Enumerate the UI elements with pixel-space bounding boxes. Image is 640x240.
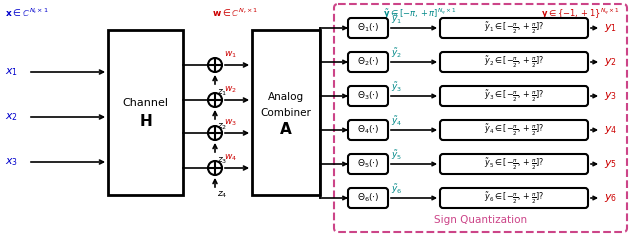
Text: $\tilde{y}_6$: $\tilde{y}_6$	[391, 182, 403, 196]
Text: $z_4$: $z_4$	[217, 190, 227, 200]
FancyBboxPatch shape	[440, 154, 588, 174]
Text: $y_5$: $y_5$	[604, 158, 617, 170]
FancyBboxPatch shape	[440, 18, 588, 38]
Bar	[252, 30, 320, 195]
Text: $\tilde{y}_5 \in [-\frac{\pi}{2},+\frac{\pi}{2}]?$: $\tilde{y}_5 \in [-\frac{\pi}{2},+\frac{…	[484, 156, 544, 172]
Text: $y_1$: $y_1$	[604, 22, 617, 34]
FancyBboxPatch shape	[440, 86, 588, 106]
FancyBboxPatch shape	[348, 52, 388, 72]
Text: $w_2$: $w_2$	[224, 84, 237, 95]
Text: $w_3$: $w_3$	[224, 118, 237, 128]
Text: $\mathbf{A}$: $\mathbf{A}$	[279, 120, 293, 137]
Text: $x_1$: $x_1$	[5, 66, 18, 78]
Text: Analog: Analog	[268, 91, 304, 102]
FancyBboxPatch shape	[348, 188, 388, 208]
Text: $\tilde{\mathbf{y}} \in [-\pi, +\pi]^{N_q \times 1}$: $\tilde{\mathbf{y}} \in [-\pi, +\pi]^{N_…	[383, 7, 457, 21]
Text: $\Theta_6(\cdot)$: $\Theta_6(\cdot)$	[356, 192, 380, 204]
Text: $\mathbf{H}$: $\mathbf{H}$	[139, 114, 152, 130]
Text: $x_2$: $x_2$	[5, 111, 18, 123]
Text: $\mathbf{y} \in \{-1,+1\}^{N_q \times 1}$: $\mathbf{y} \in \{-1,+1\}^{N_q \times 1}…	[541, 7, 620, 21]
Text: $\tilde{y}_1 \in [-\frac{\pi}{2},+\frac{\pi}{2}]?$: $\tilde{y}_1 \in [-\frac{\pi}{2},+\frac{…	[484, 20, 544, 36]
Circle shape	[208, 161, 222, 175]
Text: $\tilde{y}_4$: $\tilde{y}_4$	[391, 114, 403, 128]
Text: $y_4$: $y_4$	[604, 124, 618, 136]
Text: $\Theta_3(\cdot)$: $\Theta_3(\cdot)$	[356, 90, 380, 102]
FancyBboxPatch shape	[348, 18, 388, 38]
Bar	[108, 30, 183, 195]
FancyBboxPatch shape	[348, 86, 388, 106]
Text: $\tilde{y}_2$: $\tilde{y}_2$	[391, 46, 402, 60]
Text: Combiner: Combiner	[260, 108, 312, 118]
FancyBboxPatch shape	[440, 52, 588, 72]
Text: $z_1$: $z_1$	[217, 87, 227, 97]
Circle shape	[208, 93, 222, 107]
Text: $z_3$: $z_3$	[217, 155, 227, 166]
Text: Sign Quantization: Sign Quantization	[434, 215, 527, 225]
Text: $y_3$: $y_3$	[604, 90, 617, 102]
Text: $\mathbf{w} \in \mathbb{C}^{N_r \times 1}$: $\mathbf{w} \in \mathbb{C}^{N_r \times 1…	[212, 7, 258, 19]
Text: $z_2$: $z_2$	[217, 122, 227, 132]
Text: $\tilde{y}_5$: $\tilde{y}_5$	[391, 148, 402, 162]
Text: $\tilde{y}_3 \in [-\frac{\pi}{2},+\frac{\pi}{2}]?$: $\tilde{y}_3 \in [-\frac{\pi}{2},+\frac{…	[484, 88, 544, 104]
FancyBboxPatch shape	[348, 154, 388, 174]
Text: $\tilde{y}_4 \in [-\frac{\pi}{2},+\frac{\pi}{2}]?$: $\tilde{y}_4 \in [-\frac{\pi}{2},+\frac{…	[484, 122, 544, 138]
Text: $\Theta_2(\cdot)$: $\Theta_2(\cdot)$	[356, 56, 380, 68]
Text: $\Theta_1(\cdot)$: $\Theta_1(\cdot)$	[356, 22, 380, 34]
FancyBboxPatch shape	[348, 120, 388, 140]
Text: Channel: Channel	[122, 98, 168, 108]
Circle shape	[208, 126, 222, 140]
Text: $w_4$: $w_4$	[224, 152, 237, 163]
FancyBboxPatch shape	[440, 120, 588, 140]
Text: $\Theta_5(\cdot)$: $\Theta_5(\cdot)$	[356, 158, 380, 170]
Circle shape	[208, 58, 222, 72]
Text: $w_1$: $w_1$	[224, 49, 237, 60]
Text: $\mathbf{x} \in \mathbb{C}^{N_t \times 1}$: $\mathbf{x} \in \mathbb{C}^{N_t \times 1…	[5, 7, 49, 19]
Text: $\Theta_4(\cdot)$: $\Theta_4(\cdot)$	[356, 124, 380, 136]
Text: $x_3$: $x_3$	[5, 156, 18, 168]
Text: $\tilde{y}_1$: $\tilde{y}_1$	[391, 12, 402, 26]
Text: $\tilde{y}_3$: $\tilde{y}_3$	[391, 80, 402, 94]
Text: $\tilde{y}_6 \in [-\frac{\pi}{2},+\frac{\pi}{2}]?$: $\tilde{y}_6 \in [-\frac{\pi}{2},+\frac{…	[484, 190, 544, 206]
FancyBboxPatch shape	[440, 188, 588, 208]
Text: $y_6$: $y_6$	[604, 192, 617, 204]
Text: $y_2$: $y_2$	[604, 56, 617, 68]
Text: $\tilde{y}_2 \in [-\frac{\pi}{2},+\frac{\pi}{2}]?$: $\tilde{y}_2 \in [-\frac{\pi}{2},+\frac{…	[484, 54, 544, 70]
